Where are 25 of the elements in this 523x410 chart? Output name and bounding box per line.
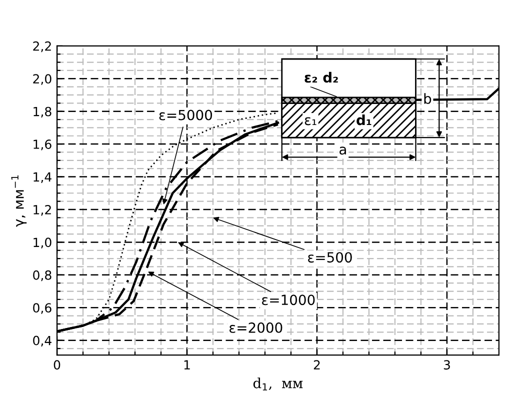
- annotation: ε₁: [304, 117, 316, 126]
- y-tick-label: 1,2: [34, 204, 51, 216]
- y-tick-label: 1,8: [34, 106, 52, 118]
- y-axis-title: γ, мм$^{−1}$: [11, 175, 27, 227]
- x-axis-title: d$_{1}$, мм: [253, 378, 303, 390]
- annotation: d₁: [356, 114, 372, 126]
- y-tick-label: 1,6: [34, 140, 52, 150]
- y-tick-label: 2,0: [33, 74, 52, 85]
- annotation: ε=5000: [159, 110, 212, 120]
- x-tick-label: 1: [184, 360, 190, 370]
- y-tick-label: 0,8: [33, 270, 52, 282]
- annotation: ε=500: [308, 252, 352, 263]
- annotation: b: [424, 93, 432, 104]
- y-tick-label: 1,0: [34, 238, 52, 248]
- x-tick-label: 2: [314, 360, 320, 370]
- x-tick-label: 0: [54, 360, 60, 370]
- y-tick-label: 2,2: [33, 41, 51, 52]
- y-tick-label: 0,4: [33, 336, 52, 347]
- y-tick-label: 1,4: [34, 172, 52, 183]
- annotation: ε=1000: [262, 294, 315, 306]
- annotation: ε=2000: [230, 322, 282, 333]
- x-tick-label: 3: [444, 360, 450, 370]
- y-tick-label: 0,6: [33, 303, 52, 314]
- annotation: a: [340, 146, 346, 155]
- annotation: ε₂ d₂: [304, 72, 338, 83]
